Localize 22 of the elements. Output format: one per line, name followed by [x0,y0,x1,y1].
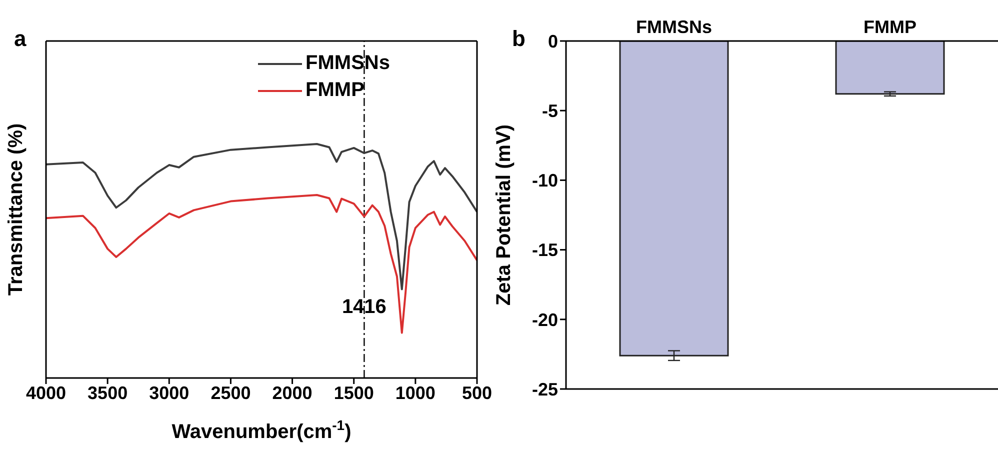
y-axis-title: Transmittance (%) [5,123,27,296]
y-axis-title: Zeta Potential (mV) [493,124,515,306]
y-tick-label: -15 [532,240,558,260]
x-tick-label: 3000 [149,382,190,403]
x-tick-label: 2000 [272,382,312,403]
x-tick-label: 1000 [395,382,436,403]
x-tick-label: 2500 [210,382,251,403]
text: a [14,26,26,52]
legend-label: FMMSNs [306,52,390,75]
y-tick-label: -5 [542,100,558,121]
x-tick-label: 1500 [334,382,374,403]
x-tick-label: 3500 [88,382,128,403]
y-tick-label: -20 [532,310,558,330]
y-tick-label: 0 [548,31,558,52]
y-tick-label: -10 [532,170,558,191]
y-tick-label: -25 [532,379,558,400]
legend-label: FMMP [306,79,364,102]
ref-line-label: 1416 [342,296,386,318]
x-tick-label: 4000 [26,382,66,403]
text: b [512,26,526,52]
x-axis-title: Wavenumber(cm$^{-1}$) [172,417,352,443]
x-tick-label: 500 [462,382,492,403]
